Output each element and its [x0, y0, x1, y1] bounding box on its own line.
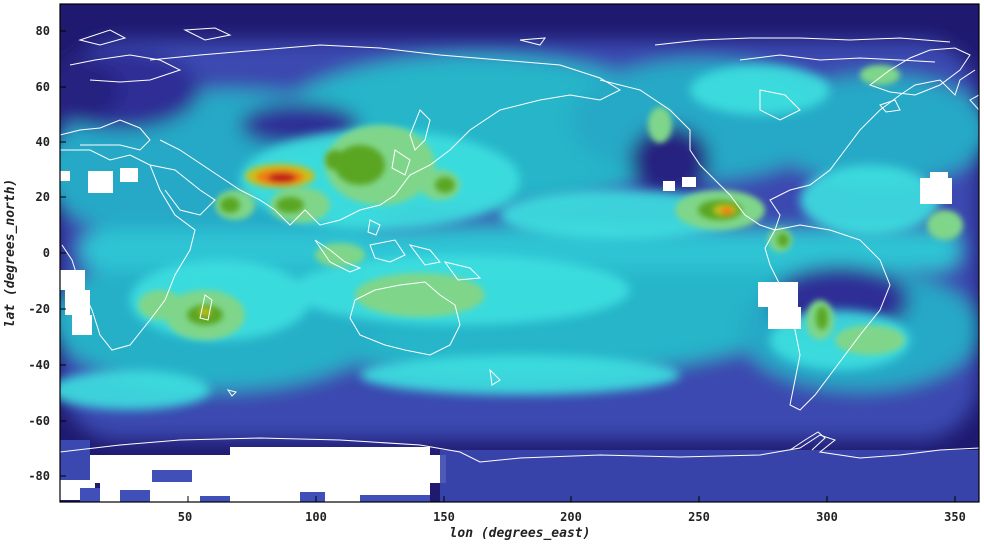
x-tick-label: 100 — [305, 510, 327, 524]
heatmap-field — [60, 4, 979, 502]
y-tick-label: -20 — [28, 302, 50, 316]
y-tick-label: -40 — [28, 358, 50, 372]
coastlines — [60, 27, 979, 463]
missing-data-blocks — [60, 168, 952, 502]
x-axis — [187, 496, 956, 502]
x-tick-label: 250 — [688, 510, 710, 524]
y-tick-label: 20 — [36, 190, 50, 204]
x-tick-label: 50 — [178, 510, 192, 524]
y-tick-label: -60 — [28, 414, 50, 428]
y-axis-title: lat (degrees_north) — [3, 179, 18, 328]
y-tick-label: 60 — [36, 80, 50, 94]
x-tick-label: 150 — [433, 510, 455, 524]
x-tick-label: 300 — [816, 510, 838, 524]
y-tick-label: 80 — [36, 24, 50, 38]
y-tick-label: -80 — [28, 469, 50, 483]
x-tick-label: 350 — [944, 510, 966, 524]
y-axis — [60, 30, 66, 477]
y-tick-label: 40 — [36, 135, 50, 149]
x-tick-label: 200 — [560, 510, 582, 524]
y-tick-label: 0 — [43, 246, 50, 260]
x-axis-title: lon (degrees_east) — [450, 526, 591, 541]
